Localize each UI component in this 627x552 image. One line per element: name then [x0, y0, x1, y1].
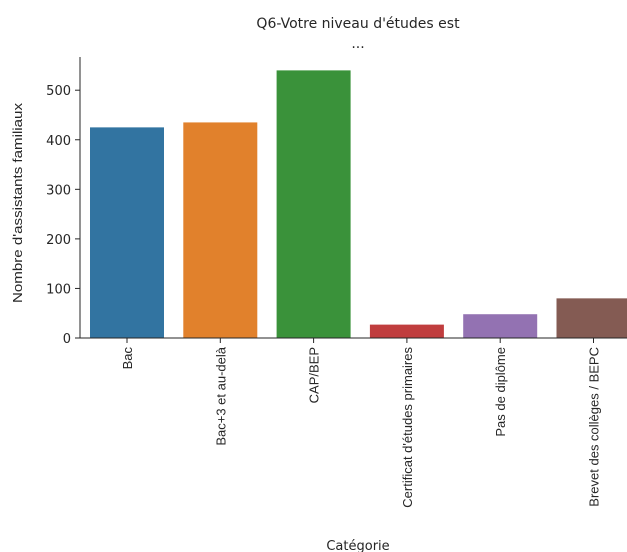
bar-5 — [463, 314, 538, 338]
x-axis: Bac Bac+3 et au-delà CAP/BEP Certificat d'é… — [80, 337, 627, 508]
x-tick-label: Bac — [120, 347, 135, 370]
bar-1 — [90, 127, 164, 338]
x-tick-label: Certificat d'études primaires — [400, 347, 415, 508]
bars-group — [90, 70, 627, 338]
y-tick-label: 200 — [46, 233, 71, 248]
y-tick-label: 400 — [46, 134, 71, 149]
bar-3 — [276, 70, 351, 338]
x-tick-label: Pas de diplôme — [493, 347, 508, 437]
chart-title: Q6-Votre niveau d'études est — [256, 16, 460, 32]
y-tick-label: 0 — [63, 332, 71, 347]
y-tick-label: 500 — [46, 84, 71, 99]
y-axis: 0 100 200 300 400 500 — [46, 57, 81, 347]
bar-2 — [183, 122, 258, 338]
x-tick-label: CAP/BEP — [307, 347, 322, 403]
x-tick-label: Brevet des collèges / BEPC — [587, 347, 602, 507]
x-tick-label: Bac+3 et au-delà — [213, 346, 228, 445]
bar-4 — [369, 324, 444, 338]
y-tick-label: 100 — [46, 282, 71, 297]
y-tick-label: 300 — [46, 183, 71, 198]
y-axis-label: Nombre d'assistants familiaux — [10, 102, 25, 303]
x-axis-label: Catégorie — [326, 539, 389, 552]
bar-6 — [556, 298, 627, 338]
chart-subtitle: ... — [351, 36, 364, 52]
